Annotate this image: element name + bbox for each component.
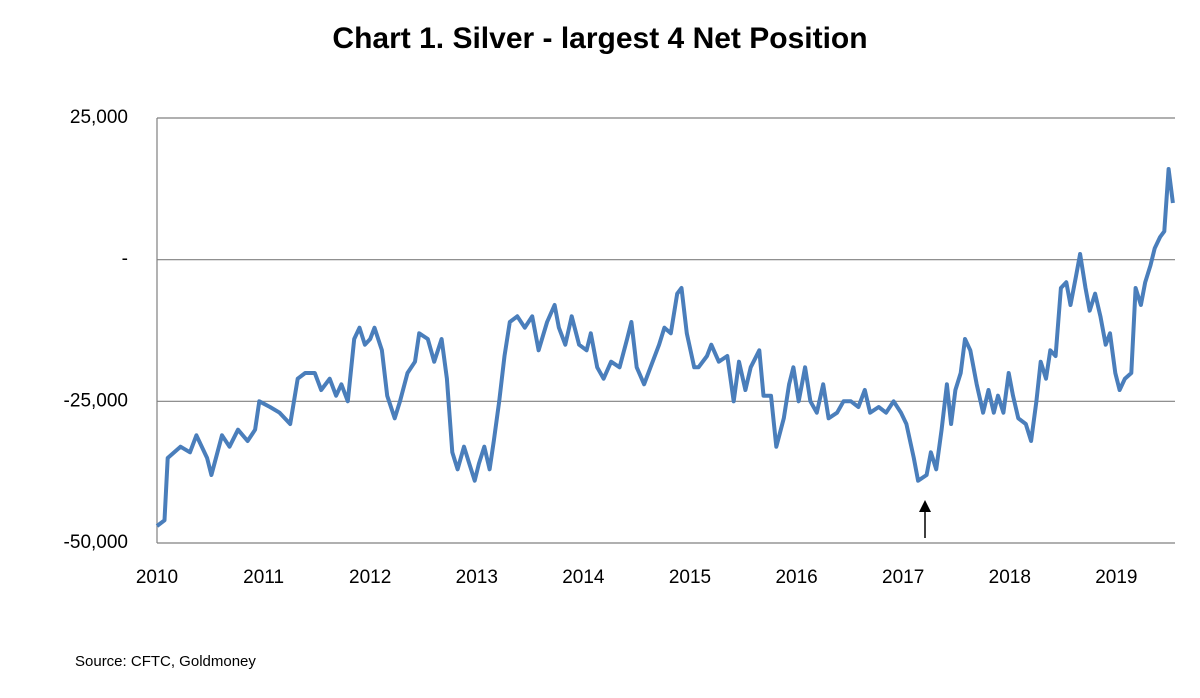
line-series	[155, 167, 1175, 528]
x-tick-label: 2012	[349, 567, 391, 588]
x-tick-label: 2019	[1095, 567, 1137, 588]
x-tick-label: 2010	[136, 567, 178, 588]
x-tick-label: 2011	[243, 567, 284, 588]
arrow-annotation	[919, 500, 931, 538]
y-tick-label: -	[122, 249, 128, 270]
y-tick-label: -25,000	[64, 390, 128, 411]
chart-title: Chart 1. Silver - largest 4 Net Position	[332, 22, 867, 55]
y-tick-label: -50,000	[64, 532, 128, 553]
x-tick-label: 2015	[669, 567, 711, 588]
x-tick-label: 2016	[775, 567, 817, 588]
x-tick-label: 2018	[989, 567, 1031, 588]
y-tick-label: 25,000	[70, 107, 128, 128]
x-tick-label: 2014	[562, 567, 605, 588]
x-tick-label: 2013	[456, 567, 498, 588]
x-tick-label: 2017	[882, 567, 924, 588]
source: Source: CFTC, Goldmoney	[75, 653, 256, 670]
